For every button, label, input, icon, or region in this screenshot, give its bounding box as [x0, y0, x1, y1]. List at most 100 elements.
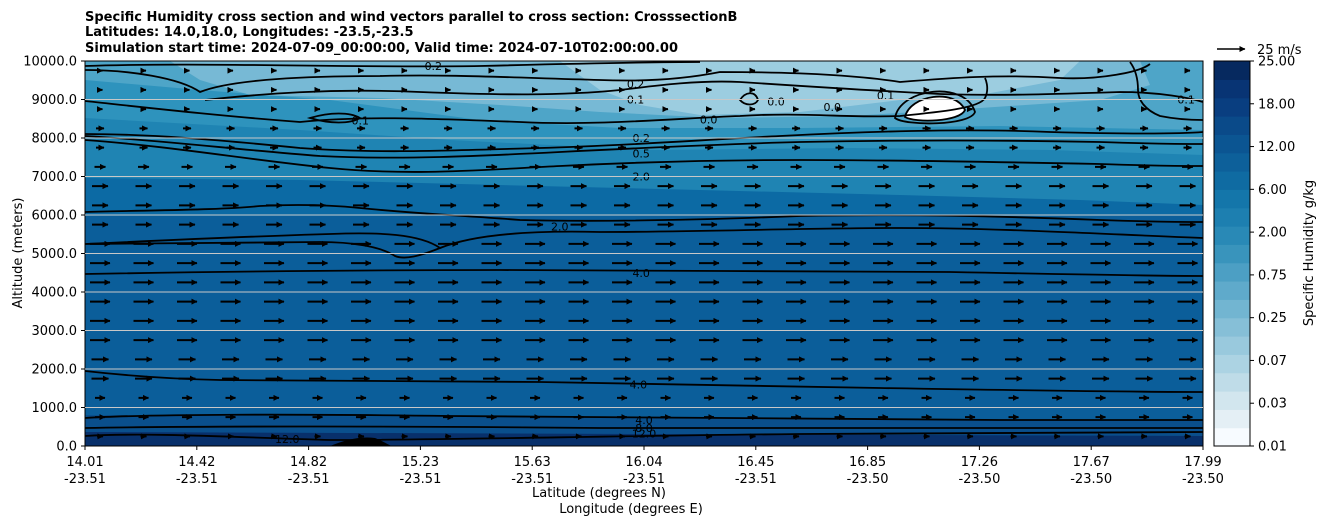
contour-label: 2.0	[551, 221, 569, 234]
plot-area	[85, 61, 1203, 446]
contour-line	[85, 269, 1203, 277]
x-tick-label-lon: -23.51	[176, 472, 218, 487]
colorbar-band	[1214, 171, 1250, 190]
x-axis-label-lat: Latitude (degrees N)	[532, 486, 666, 501]
y-tick-label: 5000.0	[32, 247, 78, 262]
colorbar-band	[1214, 79, 1250, 99]
x-tick-label-lat: 17.67	[1073, 455, 1110, 470]
contour-line	[85, 77, 989, 125]
y-tick-label: 9000.0	[32, 93, 78, 108]
colorbar-band	[1214, 372, 1250, 392]
x-tick-label-lon: -23.51	[511, 472, 553, 487]
colorbar-tick-label: 0.07	[1258, 354, 1287, 369]
contour-label: 4.0	[632, 267, 650, 280]
contour-line	[85, 204, 1203, 223]
contour-line	[1129, 61, 1203, 121]
colorbar-band	[1214, 427, 1250, 447]
x-tick-label-lat: 16.04	[625, 455, 662, 470]
contour-line	[85, 139, 1203, 173]
contour-line	[85, 61, 701, 68]
y-tick-label: 2000.0	[32, 363, 78, 378]
colorbar-band	[1214, 281, 1250, 300]
contour-labels: 0.20.20.10.1 0.00.0 0.00.1 0.10.20.52.02.04…	[275, 60, 1195, 446]
contour-line	[85, 370, 1203, 393]
colorbar-tick-label: 25.00	[1258, 55, 1295, 70]
y-tick-label: 0.0	[56, 440, 77, 455]
contour-line	[85, 425, 1203, 429]
contour-line	[306, 112, 362, 124]
y-tick-label: 3000.0	[32, 324, 78, 339]
colorbar-tick-label: 6.00	[1258, 183, 1287, 198]
x-tick-label-lat: 15.63	[514, 455, 551, 470]
colorbar-band	[1214, 61, 1250, 80]
y-tick-label: 1000.0	[32, 401, 78, 416]
colorbar-band	[1214, 409, 1250, 429]
colorbar-band	[1214, 189, 1250, 209]
x-tick-label-lat: 17.26	[961, 455, 998, 470]
contour-label: 0.2	[425, 60, 443, 73]
colorbar-band	[1214, 354, 1250, 374]
contour-line	[85, 135, 1203, 159]
contour-label: 12.0	[275, 433, 300, 446]
contour-label: 0.1	[877, 90, 895, 103]
contour-label: 8.0	[635, 422, 653, 435]
y-tick-label: 10000.0	[23, 55, 77, 70]
contour-label: 0.0	[700, 114, 718, 127]
colorbar-band	[1214, 97, 1250, 117]
contour-label: 12.0	[632, 428, 657, 441]
colorbar-tick-label: 18.00	[1258, 97, 1295, 112]
x-tick-label-lat: 15.23	[402, 455, 439, 470]
y-tick-label: 8000.0	[32, 132, 78, 147]
colorbar-band	[1214, 134, 1250, 154]
colorbar-tick-label: 2.00	[1258, 226, 1287, 241]
x-tick-label-lat: 14.42	[178, 455, 215, 470]
chart-title-line-3: Simulation start time: 2024-07-09_00:00:…	[85, 41, 678, 56]
colorbar-tick-label: 0.75	[1258, 268, 1287, 283]
x-tick-label-lon: -23.51	[64, 472, 106, 487]
y-axis-label: Altitude (meters)	[11, 198, 26, 309]
y-tick-label: 6000.0	[32, 209, 78, 224]
colorbar-band	[1214, 116, 1250, 135]
colorbar-tick-label: 0.03	[1258, 397, 1287, 412]
contour-label: 0.0	[767, 95, 785, 108]
x-tick-label-lon: -23.51	[288, 472, 330, 487]
colorbar-band	[1214, 152, 1250, 172]
contour-label: 4.0	[635, 414, 653, 427]
x-tick-label-lon: -23.50	[847, 472, 889, 487]
contour-label: 0.5	[632, 147, 650, 160]
contour-line	[894, 90, 976, 125]
colorbar-frame	[1213, 60, 1251, 447]
colorbar-band	[1214, 207, 1250, 227]
contour-line	[85, 63, 1151, 94]
x-axis: 14.01 -23.51 14.42 -23.51 14.82 -23.51 15.23 -2…	[64, 446, 1224, 487]
x-tick-label-lon: -23.51	[623, 472, 665, 487]
x-tick-label-lon: -23.51	[399, 472, 441, 487]
wind-key: 25 m/s	[1217, 43, 1302, 58]
x-tick-label-lat: 16.85	[849, 455, 886, 470]
x-tick-label-lat: 14.01	[66, 455, 103, 470]
contour-line	[903, 95, 966, 122]
chart-title-line-1: Specific Humidity cross section and wind…	[85, 10, 737, 25]
y-tick-label: 4000.0	[32, 286, 78, 301]
colorbar: 25.00 18.00 12.00 6.00 2.00 0.75 0.25 0.07 0.03 0…	[1213, 55, 1295, 455]
colorbar-band	[1214, 317, 1250, 337]
contour-line	[204, 80, 1203, 103]
colorbar-band	[1214, 244, 1250, 264]
colorbar-band	[1214, 226, 1250, 245]
wind-vectors	[90, 67, 1198, 440]
colorbar-band	[1214, 262, 1250, 282]
wind-key-label: 25 m/s	[1257, 43, 1302, 58]
x-axis-label-lon: Longitude (degrees E)	[559, 502, 703, 517]
colorbar-tick-label: 0.01	[1258, 440, 1287, 455]
colorbar-tick-label: 0.25	[1258, 311, 1287, 326]
colorbar-band	[1214, 336, 1250, 355]
x-tick-label-lon: -23.50	[1182, 472, 1224, 487]
x-tick-label-lat: 14.82	[290, 455, 327, 470]
colorbar-band	[1214, 299, 1250, 319]
colorbar-tick-label: 12.00	[1258, 140, 1295, 155]
x-tick-label-lon: -23.51	[735, 472, 777, 487]
contour-label: 0.0	[823, 101, 841, 114]
colorbar-label: Specific Humidity g/kg	[1302, 180, 1317, 326]
contour-label: 0.2	[627, 78, 645, 91]
y-axis: 0.0 1000.0 2000.0 3000.0 4000.0 5000.0 6000.0 7…	[23, 55, 1203, 455]
